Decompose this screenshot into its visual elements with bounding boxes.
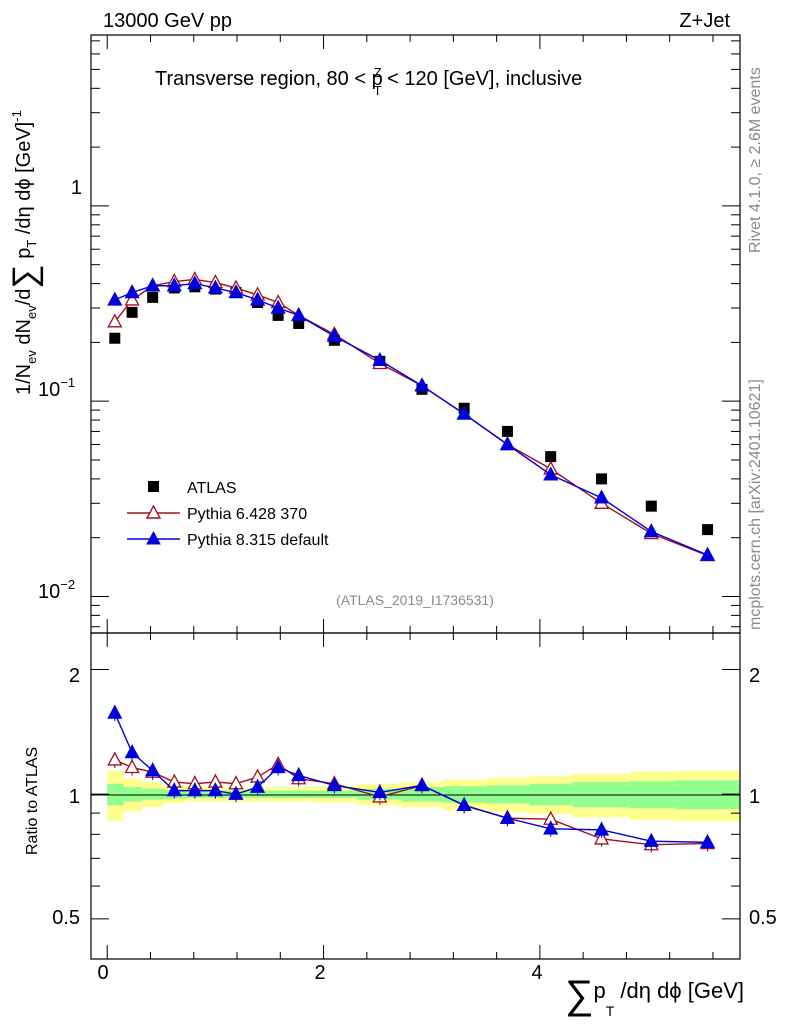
atlas-data-point [702,524,714,536]
pythia8-ratio-point [414,777,430,792]
pythia8-main-point [291,307,307,322]
analysis-id: (ATLAS_2019_I1736531) [336,592,494,608]
pythia8-main-point [643,523,659,538]
pythia8-ratio-point [166,782,182,797]
rivet-version-label: Rivet 4.1.0, ≥ 2.6M events [747,67,764,253]
pythia8-main-point [699,546,716,561]
pythia8-ratio-point [145,762,161,777]
pythia8-main-point [499,436,516,451]
pythia8-main-point [414,377,430,392]
ratio-band-stat [310,790,358,798]
pythia8-main-point [107,291,123,306]
pythia6-main-point [124,291,140,306]
energy-label: 13000 GeV pp [103,10,232,32]
legend-label-pythia8: Pythia 8.315 default [187,532,329,549]
pythia8-ratio-point [124,744,140,759]
x-axis-label: ∑pT /dη dϕ [GeV] [565,973,744,1019]
atlas-data-point [109,332,121,344]
pythia8-ratio-point [456,796,472,812]
ratio-series-layer [107,704,716,853]
atlas-data-point [293,317,305,329]
ratio-ytick-left-0.5: 0.5 [52,907,80,929]
legend-label-pythia6: Pythia 6.428 370 [187,506,307,523]
ratio-band-stat [267,790,289,798]
ratio-band-stat [288,790,311,798]
ratio-ytick-left-1: 1 [69,786,80,808]
pythia8-main-point [166,277,182,292]
pythia8-ratio-point [291,767,307,782]
pythia8-ratio-point [499,809,516,824]
xtick-label-0: 0 [97,962,108,984]
ratio-band-stat [485,785,530,804]
ratio-band-stat [442,786,486,803]
ratio-panel-frame [90,632,741,960]
pythia8-main-point [456,405,472,420]
pythia8-ratio-point [249,778,266,793]
main-title: Transverse region, 80 < pZ T < 120 [GeV],… [155,65,582,98]
pythia8-ratio-point [270,759,286,774]
ratio-band-stat [246,790,268,798]
pythia8-ratio-point [543,820,559,835]
ratio-ytick-right-2: 2 [749,665,760,687]
pythia8-ratio-point [207,782,223,797]
ratio-band-stat [123,787,142,802]
xtick-label-2: 2 [314,962,325,984]
xtick-label-4: 4 [531,962,542,984]
pythia6-ratio-point [124,759,140,774]
atlas-data-point [147,291,159,303]
ratio-ytick-left-2: 2 [69,665,80,687]
pythia8-main-point [207,279,223,294]
ratio-band-stat [141,788,164,800]
pythia8-ratio-point [372,784,388,799]
pythia8-main-point [372,351,388,366]
pythia8-main-point [326,327,342,342]
legend-label-atlas: ATLAS [187,480,237,497]
pythia8-main-point [187,275,203,290]
pythia8-ratio-point [326,777,342,792]
atlas-data-point [645,500,657,512]
legend: ATLAS Pythia 6.428 370 Pythia 8.315 defa… [127,480,329,549]
main-series-layer [107,271,716,562]
pythia8-main-point [543,466,559,481]
ytick-label-1: 1 [71,177,82,199]
mcplots-label: mcplots.cern.ch [arXiv:2401.10621] [747,379,764,630]
atlas-data-point [272,309,284,321]
pythia8-main-point [124,284,140,299]
legend-marker-atlas [148,481,159,492]
main-ylabel: 1/Nev dNev/d∑ pT /dη dϕ [GeV]-1 [6,110,44,395]
main-panel: Transverse region, 80 < pZ T < 120 [GeV],… [6,34,741,634]
ratio-ytick-right-0.5: 0.5 [749,907,777,929]
pythia8-ratio-point [187,782,203,797]
main-axis-ticks [91,35,740,633]
pythia6-ratio-point [107,751,123,766]
atlas-data-point [545,451,557,463]
pythia8-main-point [145,277,161,292]
pythia6-ratio-point [593,830,610,845]
legend-marker-pythia8 [146,530,161,545]
pythia8-ratio-point [593,821,610,836]
ratio-ylabel: Ratio to ATLAS [24,747,41,855]
pythia8-main-point [593,489,610,504]
atlas-data-point [501,425,513,437]
ytick-label-0.1: 10−1 [38,375,75,401]
pythia8-ratio-point [699,834,716,849]
atlas-data-point [126,306,138,318]
pythia8-main-point [249,291,266,306]
ytick-label-0.01: 10−2 [38,577,75,603]
ratio-panel: 2 1 0.5 2 1 0.5 Ratio to ATLAS [24,632,777,960]
atlas-data-point [596,473,608,485]
ratio-ytick-right-1: 1 [749,786,760,808]
pythia6-main-point [107,313,123,328]
process-label: Z+Jet [679,10,730,32]
pythia8-main-point [228,284,244,299]
pythia8-ratio-point [228,785,244,800]
pythia8-ratio-point [107,704,123,719]
pythia8-main-point [270,299,286,314]
ratio-axis-ticks [91,633,740,960]
legend-marker-pythia6 [145,504,162,519]
pythia8-ratio-point [643,832,659,847]
